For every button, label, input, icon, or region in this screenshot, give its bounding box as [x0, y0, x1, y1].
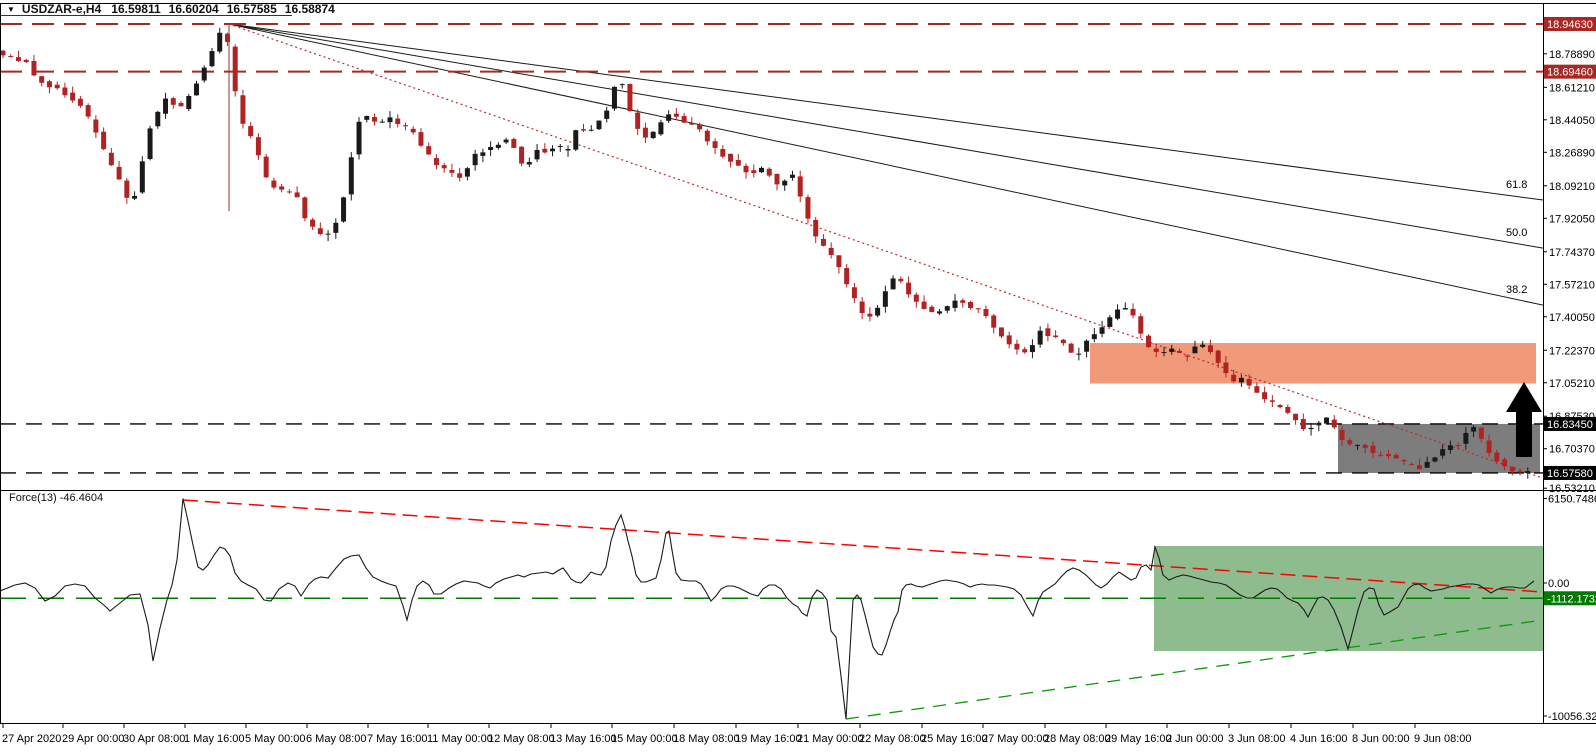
price-axis-label: 18.44050 [1549, 115, 1595, 127]
price-tag[interactable] [1544, 17, 1596, 31]
price-tag-value: -1112.1732 [1547, 593, 1596, 605]
force-axis-label: -10056.326 [1548, 711, 1596, 723]
time-axis-label: 19 May 16:00 [735, 733, 802, 745]
buy-arrow[interactable] [1506, 382, 1542, 457]
time-axis-label: 12 May 08:00 [488, 733, 555, 745]
price-axis-label: 17.05210 [1549, 378, 1595, 390]
time-axis-label: 1 May 16:00 [184, 733, 245, 745]
time-axis-label: 18 May 08:00 [673, 733, 740, 745]
symbol-timeframe-label: USDZAR-e,H4 [21, 2, 102, 16]
price-tag[interactable] [1544, 465, 1596, 480]
time-axis-label: 22 May 08:00 [859, 733, 926, 745]
candles [0, 27, 1531, 479]
ohlc-low-value: 16.57585 [226, 2, 277, 16]
time-axis-label: 7 May 16:00 [367, 733, 428, 745]
fib-label-50.0: 50.0 [1506, 227, 1527, 239]
price-axis-label: 17.57210 [1549, 279, 1595, 291]
time-axis-label: 27 May 00:00 [982, 733, 1049, 745]
time-axis-label: 2 Jun 00:00 [1166, 733, 1224, 745]
time-axis-label: 27 Apr 2020 [2, 733, 61, 745]
time-axis-label: 28 May 08:00 [1044, 733, 1111, 745]
main-panel: 61.8 50.0 38.2 [0, 23, 1543, 479]
price-tag-value: 16.57580 [1547, 468, 1593, 480]
force-index-line [0, 498, 1535, 720]
time-axis-label: 6 May 08:00 [306, 733, 367, 745]
fib-fan-ray-38.2[interactable] [228, 23, 1543, 306]
price-tag-value: 18.94630 [1547, 19, 1593, 31]
chart-frame [0, 3, 1596, 724]
price-axis-label: 17.92050 [1549, 213, 1595, 225]
time-axis-label: 5 May 00:00 [245, 733, 306, 745]
indicator-label: Force(13) -46.4604 [9, 492, 104, 504]
price-tag-value: 18.69460 [1547, 67, 1593, 79]
force-panel [0, 498, 1543, 720]
price-tag[interactable] [1544, 591, 1596, 606]
time-axis-label: 21 May 00:00 [797, 733, 864, 745]
price-tag[interactable] [1544, 416, 1596, 431]
chart-dropdown-icon[interactable]: ▼ [7, 4, 15, 14]
force-falling-trendline[interactable] [182, 499, 1543, 593]
fib-fan-ray-50.0[interactable] [228, 23, 1543, 249]
force-axis-label: 0.00 [1548, 578, 1569, 590]
time-axis-label: 9 Jun 08:00 [1414, 733, 1472, 745]
price-tag[interactable] [1544, 64, 1596, 79]
fib-fan-ray-61.8[interactable] [228, 23, 1543, 201]
force-rising-trendline[interactable] [845, 619, 1543, 720]
time-axis-label: 11 May 00:00 [427, 733, 493, 745]
price-axis-label: 17.22370 [1549, 345, 1595, 357]
price-axis-label: 17.40050 [1549, 312, 1595, 324]
time-axis-label: 25 May 16:00 [921, 733, 988, 745]
force-axis-label: 6150.7486 [1548, 494, 1596, 506]
price-tag-value: 16.83450 [1547, 419, 1593, 431]
chart-title-bar: ▼ USDZAR-e,H4 16.59811 16.60204 16.57585… [7, 2, 343, 16]
fib-label-38.2: 38.2 [1506, 284, 1527, 296]
price-axis-label: 18.78890 [1549, 49, 1595, 61]
ohlc-close-value: 16.58874 [284, 2, 335, 16]
time-axis-label: 3 Jun 08:00 [1228, 733, 1286, 745]
time-axis-label: 29 Apr 00:00 [62, 733, 124, 745]
price-axis-label: 17.74370 [1549, 247, 1595, 259]
price-axis-label: 18.26890 [1549, 147, 1595, 159]
price-axis-label: 18.61210 [1549, 82, 1595, 94]
time-axis-label: 4 Jun 16:00 [1290, 733, 1348, 745]
time-axis-label: 8 Jun 00:00 [1352, 733, 1410, 745]
price-axis-label: 18.09210 [1549, 181, 1595, 193]
time-axis-label: 15 May 00:00 [611, 733, 678, 745]
price-axis-label: 16.53210 [1549, 483, 1595, 495]
price-axis: 18.78890 18.61210 18.44050 18.26890 18.09210… [1543, 17, 1596, 723]
time-axis-label: 13 May 16:00 [550, 733, 617, 745]
time-axis-label: 30 Apr 08:00 [123, 733, 185, 745]
fib-label-61.8: 61.8 [1506, 179, 1527, 191]
ohlc-high-value: 16.60204 [168, 2, 219, 16]
ohlc-open-value: 16.59811 [111, 2, 161, 16]
downtrend-dotted-line[interactable] [228, 23, 1541, 478]
time-axis-label: 29 May 16:00 [1105, 733, 1172, 745]
price-axis-label: 16.70370 [1549, 444, 1595, 456]
demand-zone[interactable] [1338, 423, 1540, 473]
